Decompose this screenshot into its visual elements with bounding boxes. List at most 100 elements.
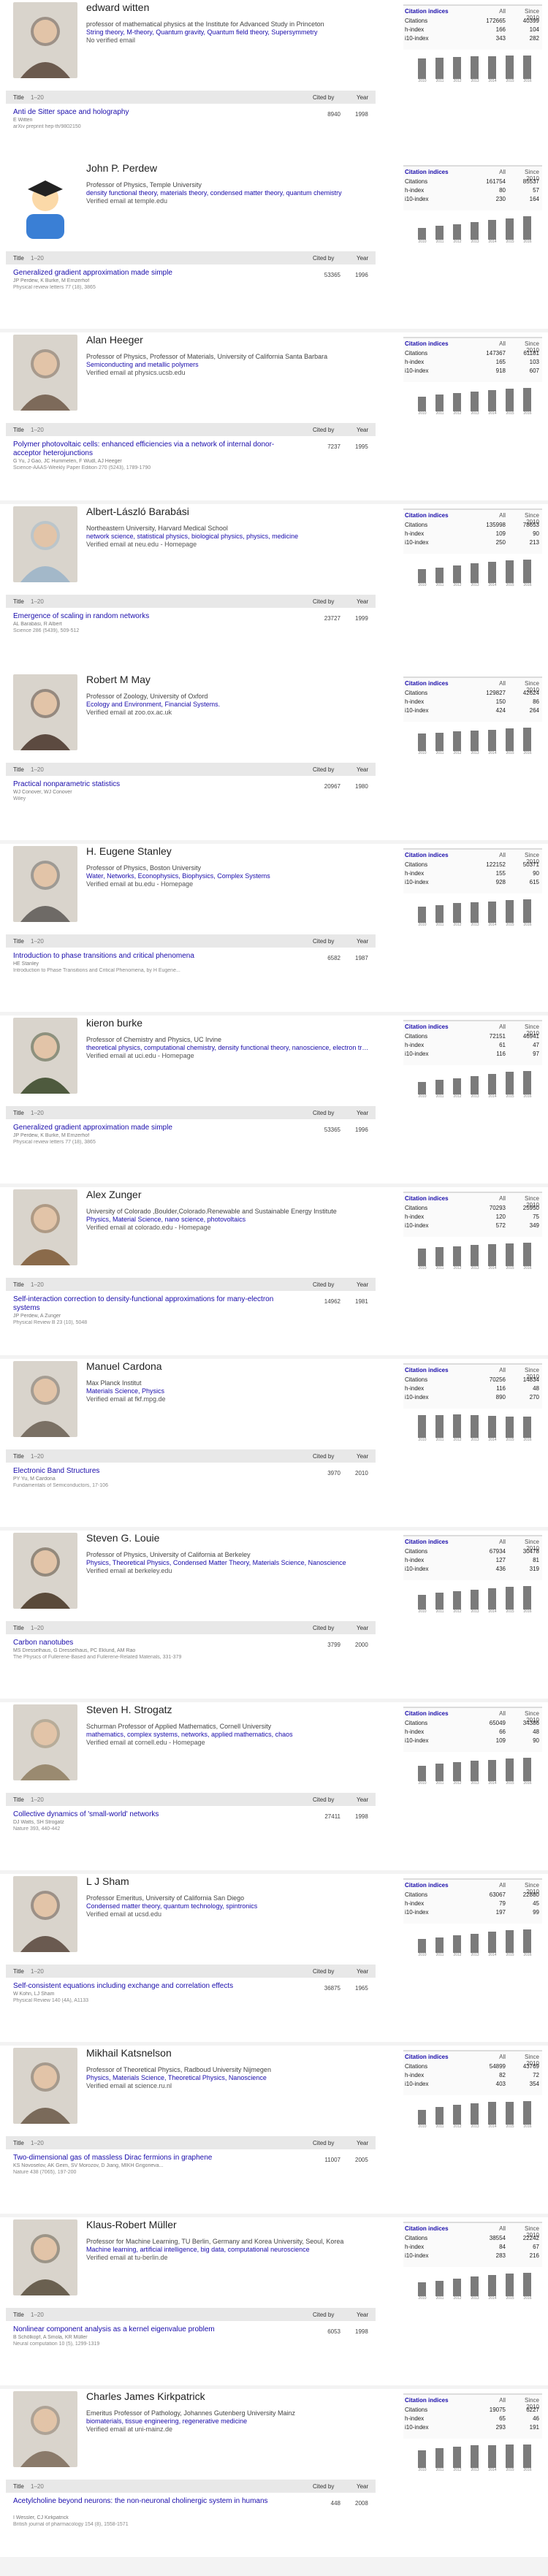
header-year-sort[interactable]: Year xyxy=(357,2140,369,2146)
publication-cited-by[interactable]: 3799 xyxy=(327,1642,340,1648)
publication-title[interactable]: Nonlinear component analysis as a kernel… xyxy=(13,2325,215,2333)
header-year-sort[interactable]: Year xyxy=(357,255,369,262)
profile-name[interactable]: H. Eugene Stanley xyxy=(86,845,172,857)
citation-indices-label[interactable]: Citation indices xyxy=(405,169,449,175)
header-title-sort[interactable]: Title xyxy=(13,766,24,773)
publication-title[interactable]: Anti de Sitter space and holography xyxy=(13,108,129,116)
header-cited-by-sort[interactable]: Cited by xyxy=(313,598,335,605)
header-cited-by-sort[interactable]: Cited by xyxy=(313,1625,335,1631)
profile-name[interactable]: Manuel Cardona xyxy=(86,1360,162,1372)
header-cited-by-sort[interactable]: Cited by xyxy=(313,1110,335,1116)
publication-cited-by[interactable]: 27411 xyxy=(324,1813,340,1820)
profile-photo[interactable] xyxy=(13,2219,77,2295)
profile-photo[interactable] xyxy=(13,1189,77,1265)
profile-photo[interactable] xyxy=(13,2,77,78)
profile-name[interactable]: edward witten xyxy=(86,1,150,13)
publication-title[interactable]: Polymer photovoltaic cells: enhanced eff… xyxy=(13,441,275,457)
profile-name[interactable]: L J Sham xyxy=(86,1875,129,1887)
header-year-sort[interactable]: Year xyxy=(357,1110,369,1116)
profile-name[interactable]: Klaus-Robert Müller xyxy=(86,2219,177,2230)
header-title-sort[interactable]: Title xyxy=(13,1625,24,1631)
header-year-sort[interactable]: Year xyxy=(357,766,369,773)
profile-interests[interactable]: density functional theory, materials the… xyxy=(86,189,342,197)
header-title-sort[interactable]: Title xyxy=(13,255,24,262)
publication-title[interactable]: Self-interaction correction to density-f… xyxy=(13,1295,274,1312)
profile-photo[interactable] xyxy=(13,506,77,582)
profile-name[interactable]: Charles James Kirkpatrick xyxy=(86,2390,205,2402)
header-year-sort[interactable]: Year xyxy=(357,1968,369,1975)
header-title-sort[interactable]: Title xyxy=(13,598,24,605)
profile-photo[interactable] xyxy=(13,335,77,411)
header-cited-by-sort[interactable]: Cited by xyxy=(313,2483,335,2490)
citation-indices-label[interactable]: Citation indices xyxy=(405,852,449,858)
header-cited-by-sort[interactable]: Cited by xyxy=(313,2140,335,2146)
header-cited-by-sort[interactable]: Cited by xyxy=(313,938,335,945)
header-title-sort[interactable]: Title xyxy=(13,1968,24,1975)
profile-interests[interactable]: Physics, Materials Science, Theoretical … xyxy=(86,2074,267,2081)
header-title-sort[interactable]: Title xyxy=(13,1110,24,1116)
profile-photo[interactable] xyxy=(13,1876,77,1952)
profile-name[interactable]: Robert M May xyxy=(86,674,151,685)
publication-title[interactable]: Two-dimensional gas of massless Dirac fe… xyxy=(13,2154,213,2162)
header-year-sort[interactable]: Year xyxy=(357,1281,369,1288)
citation-indices-label[interactable]: Citation indices xyxy=(405,680,449,687)
publication-cited-by[interactable]: 448 xyxy=(330,2500,340,2507)
profile-name[interactable]: Alan Heeger xyxy=(86,334,143,346)
publication-cited-by[interactable]: 8940 xyxy=(327,111,340,118)
publication-title[interactable]: Generalized gradient approximation made … xyxy=(13,1124,172,1132)
profile-name[interactable]: Albert-László Barabási xyxy=(86,506,189,517)
header-title-sort[interactable]: Title xyxy=(13,427,24,433)
header-title-sort[interactable]: Title xyxy=(13,1453,24,1460)
header-cited-by-sort[interactable]: Cited by xyxy=(313,255,335,262)
profile-name[interactable]: Steven G. Louie xyxy=(86,1532,160,1544)
profile-interests[interactable]: mathematics, complex systems, networks, … xyxy=(86,1731,293,1738)
publication-title[interactable]: Carbon nanotubes xyxy=(13,1639,74,1647)
header-year-sort[interactable]: Year xyxy=(357,1625,369,1631)
header-cited-by-sort[interactable]: Cited by xyxy=(313,766,335,773)
profile-interests[interactable]: Materials Science, Physics xyxy=(86,1387,165,1395)
header-year-sort[interactable]: Year xyxy=(357,1796,369,1803)
header-title-sort[interactable]: Title xyxy=(13,2483,24,2490)
profile-interests[interactable]: Physics, Material Science, nano science,… xyxy=(86,1216,246,1223)
header-cited-by-sort[interactable]: Cited by xyxy=(313,2312,335,2318)
profile-photo[interactable] xyxy=(13,1361,77,1437)
header-title-sort[interactable]: Title xyxy=(13,938,24,945)
citation-indices-label[interactable]: Citation indices xyxy=(405,1882,449,1889)
publication-cited-by[interactable]: 36875 xyxy=(324,1985,340,1992)
header-year-sort[interactable]: Year xyxy=(357,1453,369,1460)
profile-photo[interactable] xyxy=(13,1018,77,1094)
publication-title[interactable]: Collective dynamics of 'small-world' net… xyxy=(13,1810,159,1818)
header-cited-by-sort[interactable]: Cited by xyxy=(313,1968,335,1975)
publication-cited-by[interactable]: 7237 xyxy=(327,443,340,450)
profile-interests[interactable]: Semiconducting and metallic polymers xyxy=(86,361,199,368)
publication-cited-by[interactable]: 14962 xyxy=(324,1298,340,1305)
profile-interests[interactable]: network science, statistical physics, bi… xyxy=(86,533,299,540)
publication-cited-by[interactable]: 53365 xyxy=(324,1127,340,1133)
profile-name[interactable]: Alex Zunger xyxy=(86,1189,142,1200)
header-cited-by-sort[interactable]: Cited by xyxy=(313,94,335,101)
header-cited-by-sort[interactable]: Cited by xyxy=(313,1281,335,1288)
citation-indices-label[interactable]: Citation indices xyxy=(405,512,449,519)
citation-indices-label[interactable]: Citation indices xyxy=(405,1024,449,1030)
citation-indices-label[interactable]: Citation indices xyxy=(405,340,449,347)
profile-interests[interactable]: theoretical physics, computational chemi… xyxy=(86,1044,371,1051)
publication-cited-by[interactable]: 53365 xyxy=(324,272,340,278)
profile-interests[interactable]: Condensed matter theory, quantum technol… xyxy=(86,1902,258,1910)
profile-name[interactable]: John P. Perdew xyxy=(86,162,158,174)
header-title-sort[interactable]: Title xyxy=(13,2140,24,2146)
publication-title[interactable]: Self-consistent equations including exch… xyxy=(13,1982,234,1990)
citation-indices-label[interactable]: Citation indices xyxy=(405,2054,449,2060)
header-cited-by-sort[interactable]: Cited by xyxy=(313,427,335,433)
citation-indices-label[interactable]: Citation indices xyxy=(405,1539,449,1545)
publication-cited-by[interactable]: 6582 xyxy=(327,955,340,961)
header-year-sort[interactable]: Year xyxy=(357,2483,369,2490)
header-year-sort[interactable]: Year xyxy=(357,938,369,945)
citation-indices-label[interactable]: Citation indices xyxy=(405,2397,449,2404)
profile-name[interactable]: Mikhail Katsnelson xyxy=(86,2047,172,2059)
publication-cited-by[interactable]: 11007 xyxy=(324,2157,340,2163)
profile-interests[interactable]: Machine learning, artificial intelligenc… xyxy=(86,2246,310,2253)
publication-cited-by[interactable]: 3970 xyxy=(327,1470,340,1476)
publication-title[interactable]: Emergence of scaling in random networks xyxy=(13,612,150,620)
profile-interests[interactable]: biomaterials, tissue engineering, regene… xyxy=(86,2417,248,2425)
header-year-sort[interactable]: Year xyxy=(357,427,369,433)
